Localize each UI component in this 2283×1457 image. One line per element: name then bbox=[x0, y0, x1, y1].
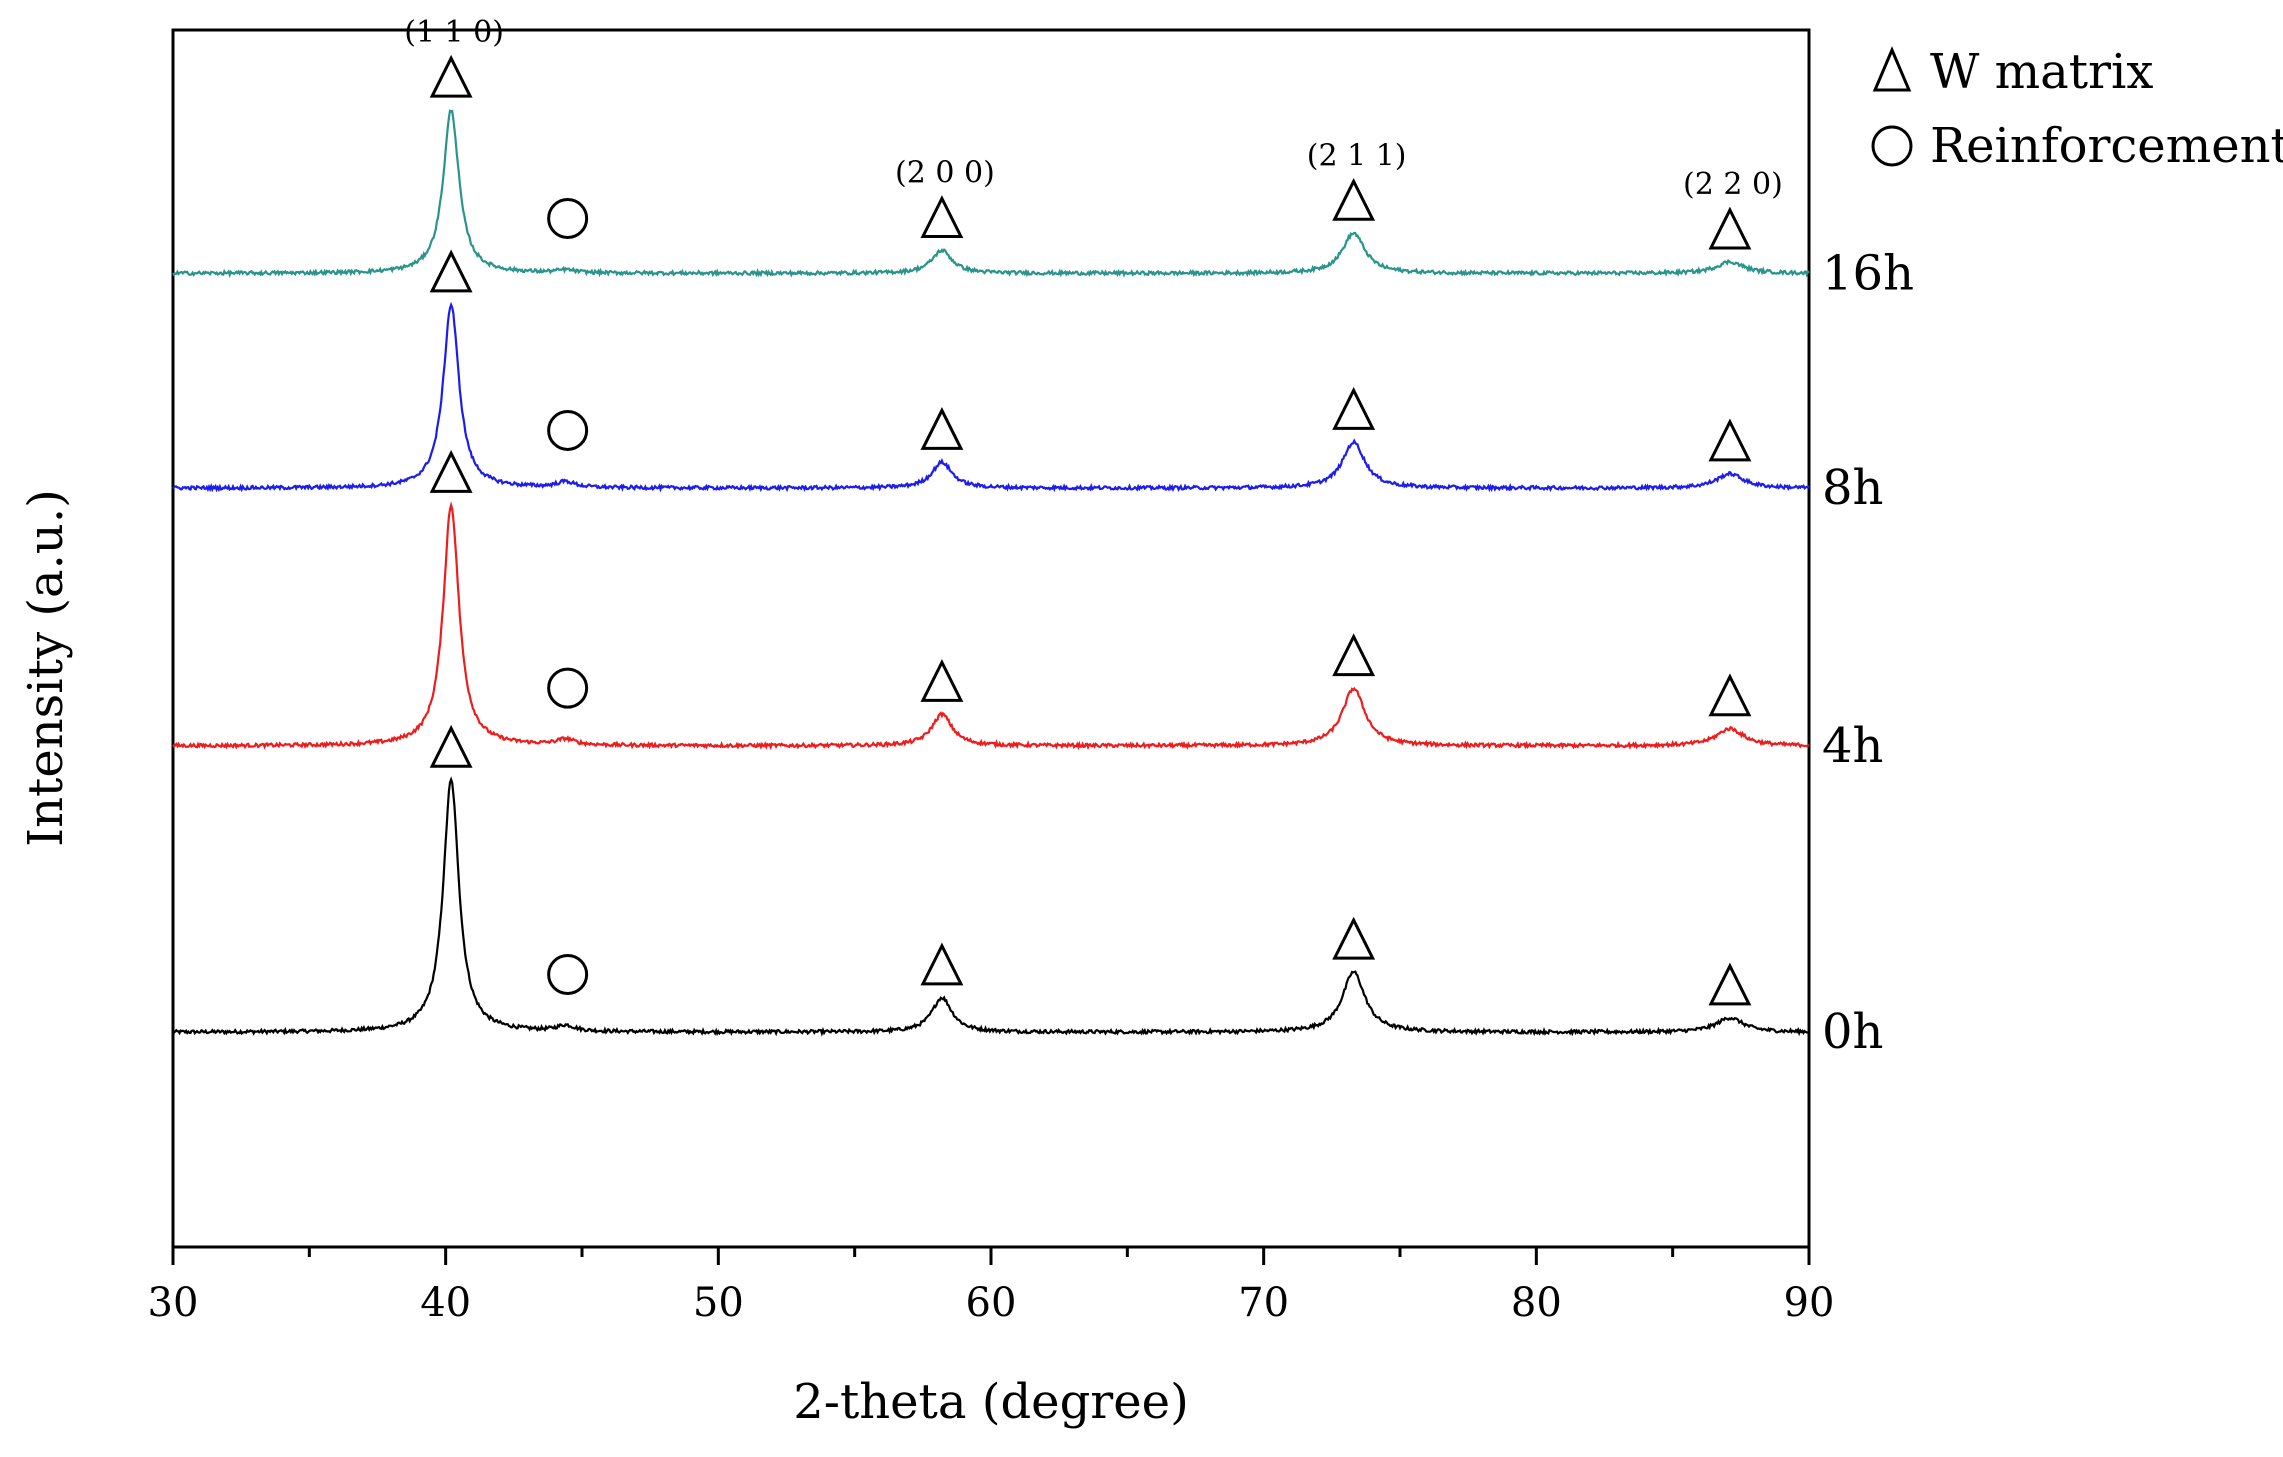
x-tick-label-50: 50 bbox=[693, 1280, 744, 1326]
legend-circle-icon bbox=[1871, 125, 1913, 167]
series-line-4h bbox=[172, 501, 1810, 751]
x-axis-tick-labels: 30 40 50 60 70 80 90 bbox=[148, 1280, 1835, 1326]
series-label-8h: 8h bbox=[1822, 460, 1883, 516]
x-axis-label: 2-theta (degree) bbox=[793, 1374, 1189, 1430]
series-line-8h bbox=[172, 301, 1810, 493]
reinforcement-circle-icon bbox=[547, 198, 589, 240]
legend: W matrix Reinforcement bbox=[1871, 44, 2283, 174]
w-matrix-triangle-icon bbox=[1332, 386, 1376, 430]
reinforcement-circle-icon bbox=[547, 954, 589, 996]
w-matrix-triangle-icon bbox=[1708, 673, 1752, 717]
w-matrix-triangle-icon bbox=[429, 449, 473, 493]
reinforcement-circle-icon bbox=[547, 667, 589, 709]
w-matrix-triangle-icon bbox=[1708, 206, 1752, 250]
reinforcement-circle-icon bbox=[547, 409, 589, 451]
w-matrix-triangle-icon bbox=[429, 724, 473, 768]
w-matrix-triangle-icon bbox=[429, 249, 473, 293]
hkl-label: (2 0 0) bbox=[895, 155, 995, 190]
w-matrix-triangle-icon bbox=[920, 942, 964, 986]
w-matrix-triangle-icon bbox=[1332, 633, 1376, 677]
series-label-4h: 4h bbox=[1822, 718, 1883, 774]
w-matrix-triangle-icon bbox=[429, 54, 473, 98]
w-matrix-triangle-icon bbox=[920, 659, 964, 702]
hkl-annotations: (1 1 0) (2 0 0) (2 1 1) (2 2 0) bbox=[404, 15, 1783, 202]
legend-triangle-icon bbox=[1872, 46, 1912, 92]
x-tick-label-40: 40 bbox=[420, 1280, 471, 1326]
series-labels: 0h 4h 8h 16h bbox=[1822, 245, 1914, 1060]
x-tick-label-90: 90 bbox=[1784, 1280, 1835, 1326]
x-axis-ticks bbox=[171, 1247, 1811, 1265]
y-axis-label: Intensity (a.u.) bbox=[18, 489, 74, 847]
x-tick-label-70: 70 bbox=[1238, 1280, 1289, 1326]
hkl-label: (2 1 1) bbox=[1307, 138, 1407, 173]
x-tick-label-30: 30 bbox=[148, 1280, 199, 1326]
w-matrix-triangle-icon bbox=[920, 407, 964, 450]
x-tick-label-60: 60 bbox=[966, 1280, 1017, 1326]
series-line-0h bbox=[172, 776, 1810, 1037]
series-label-0h: 0h bbox=[1822, 1004, 1883, 1060]
series-group bbox=[172, 109, 1810, 1037]
w-matrix-triangle-icon bbox=[1332, 916, 1376, 960]
series-label-16h: 16h bbox=[1822, 245, 1914, 301]
x-tick-label-80: 80 bbox=[1511, 1280, 1562, 1326]
hkl-label: (2 2 0) bbox=[1683, 167, 1783, 202]
w-matrix-triangle-icon bbox=[1708, 418, 1752, 462]
series-line-16h bbox=[172, 109, 1810, 279]
plot-frame bbox=[171, 28, 1811, 1249]
legend-label-w-matrix: W matrix bbox=[1930, 44, 2153, 100]
w-matrix-triangle-icon bbox=[920, 195, 964, 238]
peak-markers bbox=[429, 54, 1752, 1006]
hkl-label: (1 1 0) bbox=[404, 15, 504, 50]
legend-label-reinforcement: Reinforcement bbox=[1930, 118, 2283, 174]
w-matrix-triangle-icon bbox=[1332, 177, 1376, 221]
w-matrix-triangle-icon bbox=[1708, 962, 1752, 1006]
